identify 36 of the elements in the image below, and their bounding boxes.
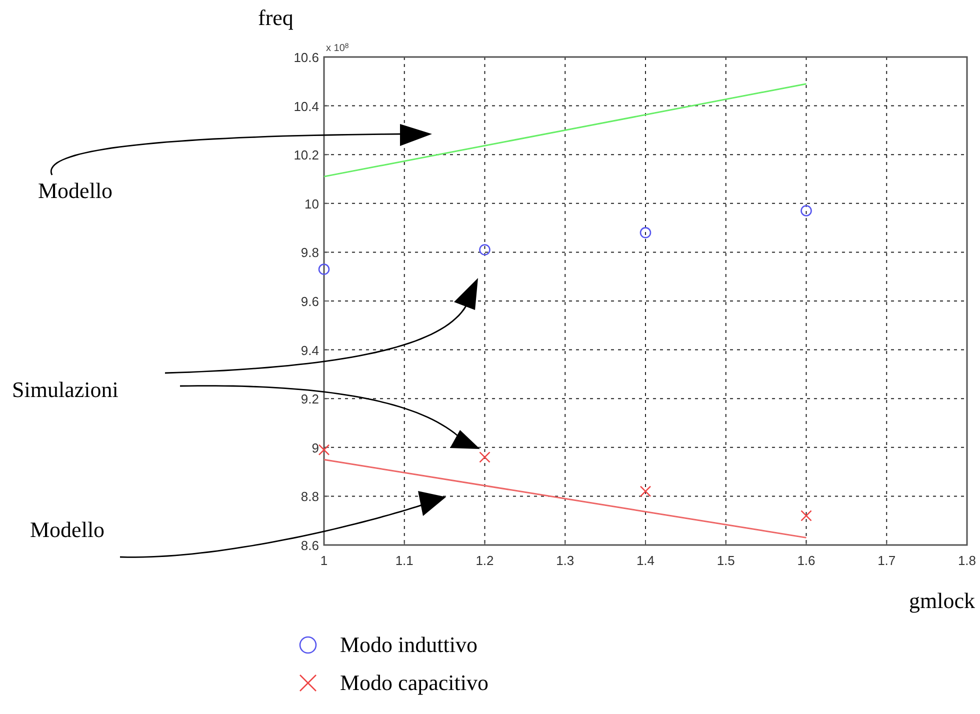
y-tick-label: 9.8 — [300, 245, 319, 260]
text: Modello — [30, 517, 105, 542]
point — [479, 452, 490, 463]
point — [640, 486, 652, 497]
x-axis-title: gmlock — [909, 588, 975, 613]
point — [800, 205, 812, 216]
y-tick-label: 9 — [312, 440, 319, 456]
point — [800, 510, 812, 522]
x-tick-label: 1.3 — [556, 553, 574, 568]
point — [640, 227, 652, 238]
point — [318, 444, 330, 456]
y-tick-label: 8.8 — [300, 489, 319, 504]
legend-label: Modo induttivo — [340, 632, 478, 657]
y-axis-title: freq — [258, 5, 294, 30]
y-tick-label: 9.6 — [300, 294, 319, 309]
x-tick-label: 1.8 — [958, 553, 976, 568]
y-tick-label: 10.4 — [294, 98, 319, 114]
x-tick-label: 1.5 — [716, 553, 735, 568]
x-tick-label: 1.7 — [878, 553, 896, 568]
text: Modello — [38, 178, 113, 203]
point — [479, 244, 490, 256]
x-tick-label: 1.4 — [636, 553, 655, 568]
point — [318, 264, 330, 275]
y-tick-label: 10.6 — [294, 50, 319, 65]
x-tick-label: 1.1 — [395, 553, 414, 568]
x-tick-label: 1.6 — [797, 553, 816, 568]
y-tick-label: 10 — [304, 196, 319, 212]
y-tick-label: 10.2 — [294, 148, 319, 163]
text: x 10$^{8}$ — [326, 42, 349, 54]
text: Simulazioni — [12, 377, 118, 402]
y-tick-label: 8.6 — [300, 538, 319, 553]
x-tick-label: 1 — [320, 553, 328, 568]
legend-label: Modo capacitivo — [340, 670, 488, 695]
y-tick-label: 9.4 — [300, 342, 319, 358]
y-tick-label: 9.2 — [300, 392, 319, 407]
x-tick-label: 1.2 — [476, 553, 494, 568]
